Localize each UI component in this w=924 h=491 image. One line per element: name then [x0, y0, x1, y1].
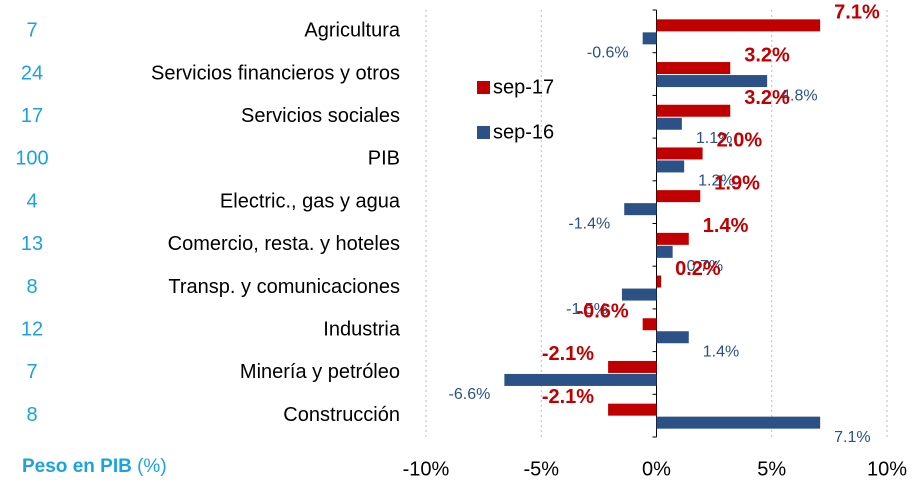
- category-label: Electric., gas y agua: [220, 190, 401, 212]
- category-label: Comercio, resta. y hoteles: [168, 233, 400, 255]
- value-label: -1.5%: [566, 301, 608, 318]
- bar: [656, 147, 703, 160]
- category-label: Transp. y comunicaciones: [168, 276, 400, 298]
- bar: [608, 360, 657, 373]
- value-label: -1.4%: [568, 215, 610, 232]
- value-label: 7.1%: [834, 429, 870, 446]
- bar: [656, 331, 689, 344]
- bar: [642, 32, 657, 45]
- bar: [656, 160, 685, 173]
- weight-label: 4: [26, 190, 37, 212]
- bar: [656, 104, 731, 117]
- category-label: PIB: [368, 148, 400, 170]
- value-label: 0.7%: [687, 258, 723, 275]
- value-label: -2.1%: [542, 386, 594, 408]
- weights-label: Peso en PIB: [22, 456, 132, 477]
- bar: [656, 75, 768, 88]
- value-label: -0.6%: [576, 301, 628, 323]
- legend-swatch: [477, 81, 490, 94]
- bar: [656, 19, 821, 32]
- x-tick-label: -5%: [523, 458, 559, 480]
- value-label: 1.4%: [703, 343, 739, 360]
- weight-label: 7: [26, 20, 37, 42]
- legend-label: sep-16: [493, 121, 554, 143]
- value-label: 3.2%: [744, 87, 790, 109]
- category-label: Construcción: [283, 404, 400, 426]
- bar: [656, 232, 689, 245]
- value-label: 1.4%: [703, 215, 749, 237]
- category-label: Servicios financieros y otros: [151, 62, 400, 84]
- value-label: 7.1%: [834, 2, 880, 24]
- weight-label: 100: [15, 148, 48, 170]
- weight-label: 24: [21, 62, 43, 84]
- value-label: 3.2%: [744, 44, 790, 66]
- category-label: Servicios sociales: [241, 105, 400, 127]
- bar: [656, 275, 662, 288]
- x-tick-label: -10%: [403, 458, 450, 480]
- category-label: Industria: [323, 319, 401, 341]
- weight-label: 12: [21, 319, 43, 341]
- value-label: 0.2%: [675, 258, 721, 280]
- x-tick-label: 5%: [757, 458, 786, 480]
- category-label: Agricultura: [304, 20, 400, 42]
- weight-label: 8: [26, 404, 37, 426]
- weights-unit: (%): [137, 456, 167, 477]
- bar: [621, 288, 657, 301]
- bar: [656, 416, 821, 429]
- category-label: Minería y petróleo: [240, 361, 400, 383]
- bar: [656, 62, 731, 75]
- weight-label: 13: [21, 233, 43, 255]
- value-label: 4.8%: [781, 87, 817, 104]
- legend-label: sep-17: [493, 76, 554, 98]
- value-label: 1.1%: [696, 130, 732, 147]
- legend-swatch: [477, 126, 490, 139]
- value-label: -2.1%: [542, 343, 594, 365]
- bar: [656, 117, 682, 130]
- value-label: 1.9%: [714, 172, 760, 194]
- bar: [642, 318, 657, 331]
- weight-label: 17: [21, 105, 43, 127]
- x-tick-label: 0%: [642, 458, 671, 480]
- value-label: -6.6%: [449, 386, 491, 403]
- bar: [608, 403, 657, 416]
- bar: [656, 190, 701, 203]
- weight-label: 7: [26, 361, 37, 383]
- weights-footer: Peso en PIB (%): [22, 456, 167, 477]
- value-label: 1.2%: [698, 173, 734, 190]
- bar: [504, 373, 657, 386]
- x-tick-label: 10%: [867, 458, 907, 480]
- weight-label: 8: [26, 276, 37, 298]
- value-label: 2.0%: [717, 130, 763, 152]
- bar: [656, 245, 673, 258]
- bar: [624, 203, 657, 216]
- value-label: -0.6%: [587, 45, 629, 62]
